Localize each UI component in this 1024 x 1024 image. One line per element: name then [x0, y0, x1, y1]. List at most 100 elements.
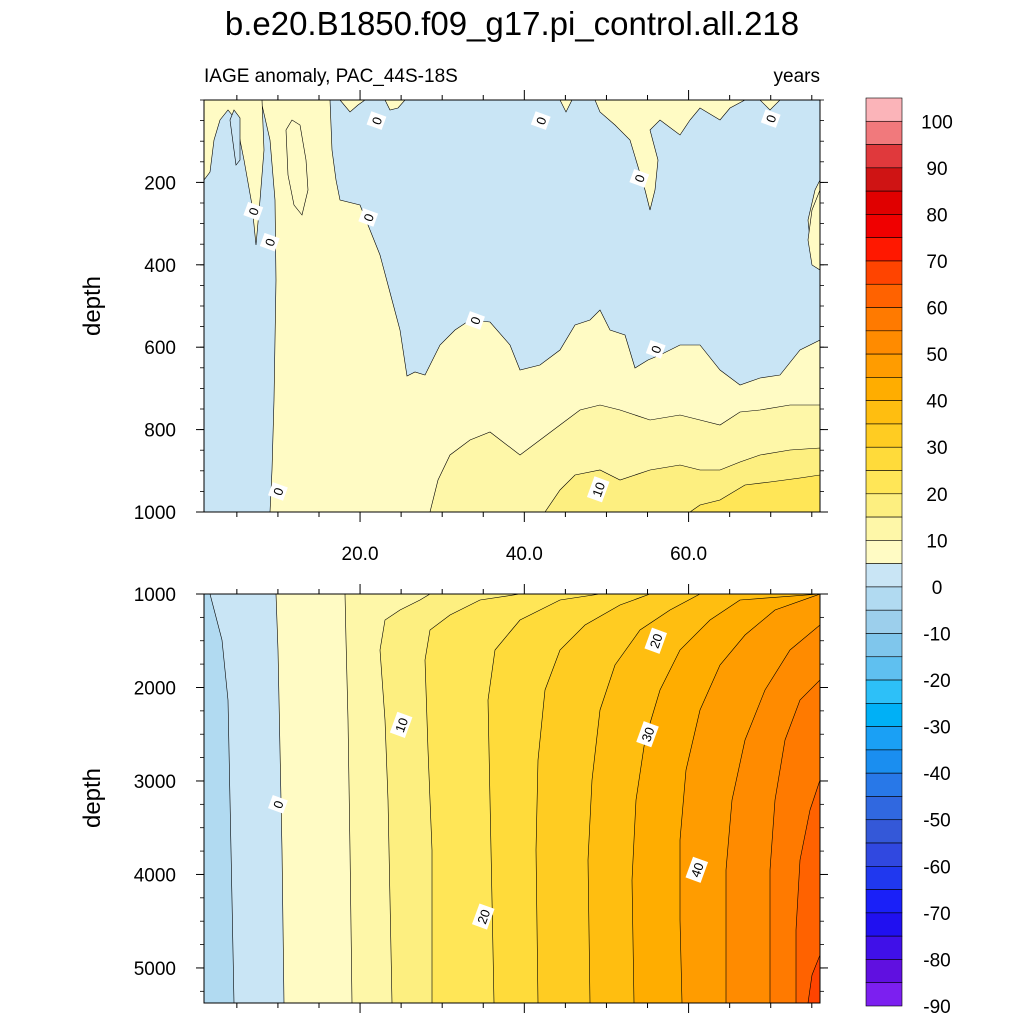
colorbar-swatch — [865, 912, 903, 937]
contour-label-text: 0 — [360, 212, 377, 224]
colorbar-swatch — [865, 842, 903, 867]
upper-band-positive-3 — [689, 474, 820, 512]
colorbar-swatch — [865, 796, 903, 821]
contour-label-bg — [268, 482, 288, 501]
colorbar-label: 50 — [926, 345, 947, 366]
contour-label-bg — [644, 627, 668, 654]
colorbar-swatch — [865, 144, 903, 169]
contour-label-text: 0 — [533, 115, 550, 127]
contour-label: 0 — [268, 795, 288, 814]
lower-ytick-label: 3000 — [134, 772, 176, 793]
contour-label-bg — [760, 109, 781, 128]
lower-band-55 — [795, 779, 820, 1003]
subtitle-left: IAGE anomaly, PAC_44S-18S — [204, 66, 458, 87]
colorbar-label: -30 — [923, 718, 950, 739]
upper-xtick-label: 20.0 — [342, 544, 379, 565]
colorbar-label: -80 — [923, 950, 950, 971]
contour-label: 0 — [268, 482, 288, 501]
colorbar-swatch — [865, 377, 903, 401]
contour-label-bg — [358, 208, 379, 227]
contour-label: 20 — [644, 627, 668, 654]
colorbar-label: 20 — [926, 485, 947, 506]
contour-label-text: 10 — [392, 716, 411, 735]
contour-label: 0 — [465, 311, 485, 330]
upper-ytick-label: 600 — [144, 338, 176, 359]
contour-label-text: 0 — [369, 115, 386, 127]
contour-label-text: 0 — [631, 172, 648, 184]
colorbar-swatch — [865, 749, 903, 774]
lower-ytick-label: 1000 — [134, 585, 176, 606]
contour-label-bg — [645, 339, 666, 359]
colorbar-swatch — [865, 633, 903, 658]
lower-panel: 1000 2000 3000 4000 5000 20 10 30 0 40 20 depth — [79, 584, 828, 1013]
upper-y-axis-label: depth — [79, 276, 106, 336]
upper-ytick-label: 800 — [144, 421, 176, 442]
colorbar-swatch — [865, 167, 903, 192]
contour-label-bg — [465, 311, 485, 330]
lower-ytick-label: 2000 — [134, 678, 176, 699]
contour-label: 20 — [471, 903, 495, 930]
colorbar-label: -50 — [923, 811, 950, 832]
contour-label-bg — [530, 111, 551, 130]
colorbar-swatch — [865, 540, 903, 564]
upper-ytick-label: 400 — [144, 256, 176, 277]
contour-label-text: 0 — [648, 343, 665, 355]
contour-label: 10 — [586, 476, 610, 503]
contour-label-text: 40 — [688, 861, 707, 880]
upper-ytick-label: 200 — [144, 173, 176, 194]
colorbar-swatch — [865, 400, 903, 425]
upper-band-negative-main — [329, 100, 820, 386]
contour-label-bg — [629, 168, 650, 188]
contour-label: 0 — [530, 111, 551, 130]
contour-label: 0 — [243, 201, 264, 221]
colorbar-swatch — [865, 516, 903, 541]
contour-label-bg — [243, 201, 264, 221]
contour-label-text: 20 — [647, 632, 666, 651]
contour-label-text: 0 — [763, 113, 780, 125]
colorbar-swatch — [865, 470, 903, 495]
contour-label-bg — [586, 476, 610, 503]
colorbar-label: 90 — [926, 159, 947, 180]
lower-band-60 — [807, 954, 820, 1003]
upper-xtick-label: 40.0 — [506, 544, 543, 565]
contour-label-text: 0 — [245, 205, 262, 217]
colorbar-swatch — [865, 283, 903, 308]
colorbar-label: 70 — [926, 252, 947, 273]
colorbar-swatch — [865, 97, 903, 122]
colorbar-label: -70 — [923, 904, 950, 925]
contour-label-text: 0 — [270, 486, 287, 498]
colorbar-swatch — [865, 819, 903, 844]
colorbar-swatch — [865, 563, 903, 588]
colorbar-swatch — [865, 214, 903, 238]
colorbar-swatch — [865, 423, 903, 448]
colorbar-swatch — [865, 679, 903, 704]
lower-ytick-label: 5000 — [134, 959, 176, 980]
lower-ytick-label: 4000 — [134, 865, 176, 886]
colorbar-swatch — [865, 307, 903, 332]
contour-label: 10 — [389, 711, 413, 738]
chart-title: b.e20.B1850.f09_g17.pi_control.all.218 — [225, 5, 799, 42]
colorbar-label: 0 — [932, 578, 943, 599]
colorbar-swatch — [865, 982, 903, 1007]
colorbar-label: 60 — [926, 299, 947, 320]
contour-label-bg — [685, 856, 709, 883]
contour-label: 0 — [760, 109, 781, 128]
colorbar-label: 80 — [926, 205, 947, 226]
contour-label: 40 — [685, 856, 709, 883]
contour-label: 30 — [636, 721, 659, 748]
subtitle-units: years — [774, 66, 820, 87]
contour-label: 0 — [629, 168, 650, 188]
colorbar-swatch — [865, 586, 903, 611]
upper-panel: 200 400 600 800 1000 20.0 40.0 60.0 0 0 0 0 0 0 0 0 0 1… — [79, 90, 828, 565]
contour-label-text: 0 — [262, 236, 279, 248]
colorbar-swatch — [865, 866, 903, 890]
contour-label-bg — [389, 711, 413, 738]
colorbar-swatch — [865, 656, 903, 681]
colorbar-label: -60 — [923, 857, 950, 878]
contour-label-bg — [366, 111, 387, 130]
contour-label-text: 0 — [467, 315, 484, 327]
colorbar-swatch — [865, 190, 903, 215]
colorbar-label: -20 — [923, 671, 950, 692]
contour-label: 0 — [358, 208, 379, 227]
